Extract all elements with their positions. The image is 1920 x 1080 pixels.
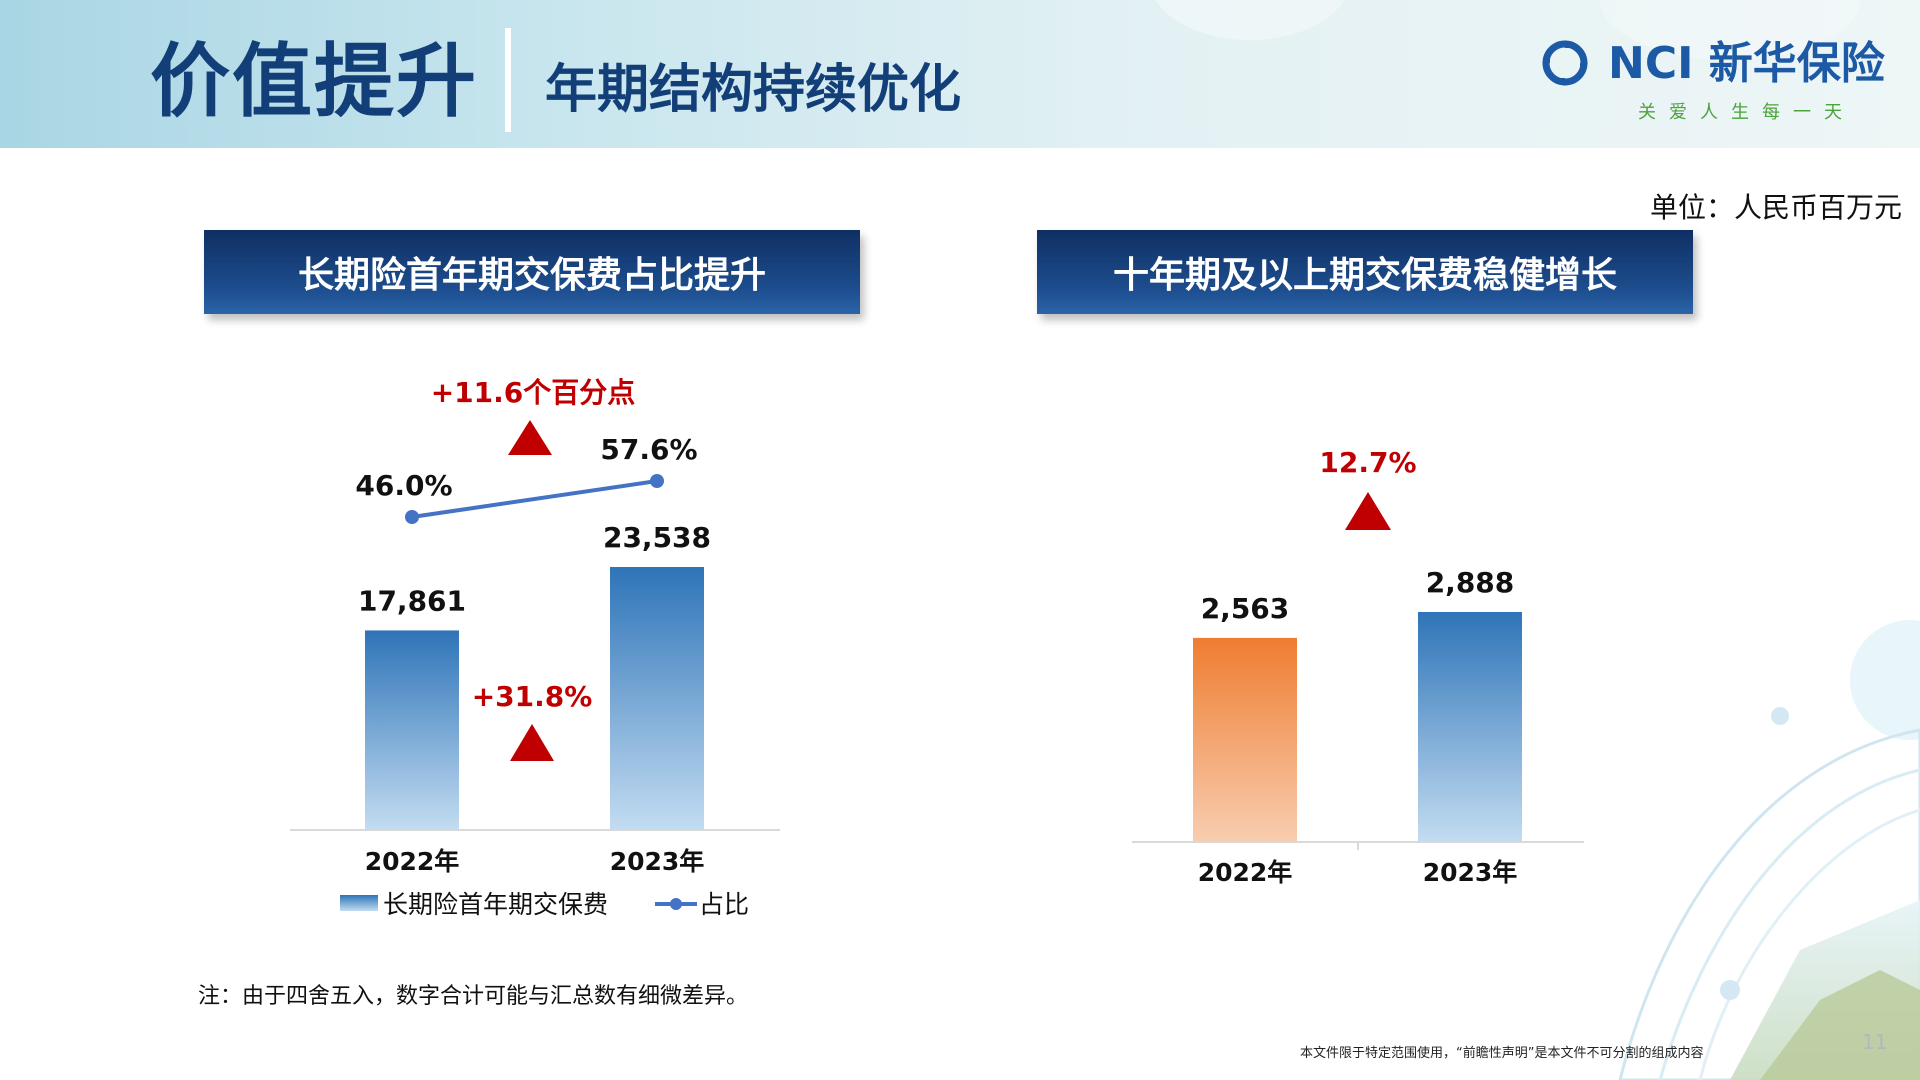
- bar-increase-triangle-icon: [510, 724, 554, 761]
- ratio-label-1: 57.6%: [600, 433, 697, 466]
- x-tick-label-left-1: 2023年: [610, 847, 705, 876]
- ratio-label-0: 46.0%: [355, 469, 452, 502]
- bar-ten-year-1: [1418, 612, 1522, 842]
- legend-bar-label: 长期险首年期交保费: [383, 890, 608, 919]
- left-chart: 17,861 2022年 23,538 2023年 46.0% 57.6% +11.6个…: [290, 376, 780, 919]
- x-tick-label-right-0: 2022年: [1198, 858, 1293, 887]
- nci-ring-icon: [1542, 40, 1588, 86]
- x-tick-label-right-1: 2023年: [1423, 858, 1518, 887]
- bar-ten-year-0: [1193, 637, 1297, 842]
- title-divider: [505, 28, 511, 132]
- disclaimer: 本文件限于特定范围使用，“前瞻性声明”是本文件不可分割的组成内容: [1300, 1046, 1704, 1061]
- header-band: 价值提升 年期结构持续优化 NCI 新华保险 关爱人生每一天: [0, 0, 1920, 148]
- right-section-banner: 十年期及以上期交保费稳健增长: [1037, 230, 1693, 314]
- footnote: 注：由于四舍五入，数字合计可能与汇总数有细微差异。: [198, 984, 749, 1009]
- company-logo: NCI 新华保险 关爱人生每一天: [1540, 34, 1890, 124]
- legend-line-label: 占比: [699, 890, 749, 919]
- unit-label: 单位：人民币百万元: [1650, 192, 1903, 223]
- legend-line-marker: [670, 898, 682, 910]
- page-title: 价值提升: [150, 35, 478, 128]
- bar-ten-year-label-0: 2,563: [1201, 592, 1290, 625]
- ratio-point-1: [650, 474, 664, 488]
- bar-growth-label: +31.8%: [472, 680, 593, 713]
- legend-bar-swatch: [340, 895, 378, 911]
- decorative-landscape: [1618, 620, 1920, 1080]
- logo-text: NCI 新华保险: [1608, 38, 1885, 89]
- right-growth-label: 12.7%: [1319, 446, 1416, 479]
- right-increase-triangle-icon: [1345, 492, 1391, 530]
- bar-ten-year-label-1: 2,888: [1426, 566, 1515, 599]
- bar-premium-0: [365, 630, 459, 830]
- logo-slogan: 关爱人生每一天: [1638, 102, 1855, 123]
- ratio-increase-triangle-icon: [508, 420, 552, 455]
- page-subtitle: 年期结构持续优化: [545, 60, 962, 120]
- ratio-point-0: [405, 510, 419, 524]
- ratio-line: [411, 479, 658, 519]
- x-tick-label-left-0: 2022年: [365, 847, 460, 876]
- right-chart: 2,563 2022年 2,888 2023年 12.7%: [1132, 446, 1584, 887]
- bar-premium-label-0: 17,861: [358, 584, 466, 617]
- bar-premium-1: [610, 567, 704, 830]
- bar-premium-label-1: 23,538: [603, 521, 711, 554]
- ratio-growth-label: +11.6个百分点: [431, 376, 636, 409]
- page-number: 11: [1862, 1030, 1888, 1054]
- left-section-banner: 长期险首年期交保费占比提升: [204, 230, 860, 314]
